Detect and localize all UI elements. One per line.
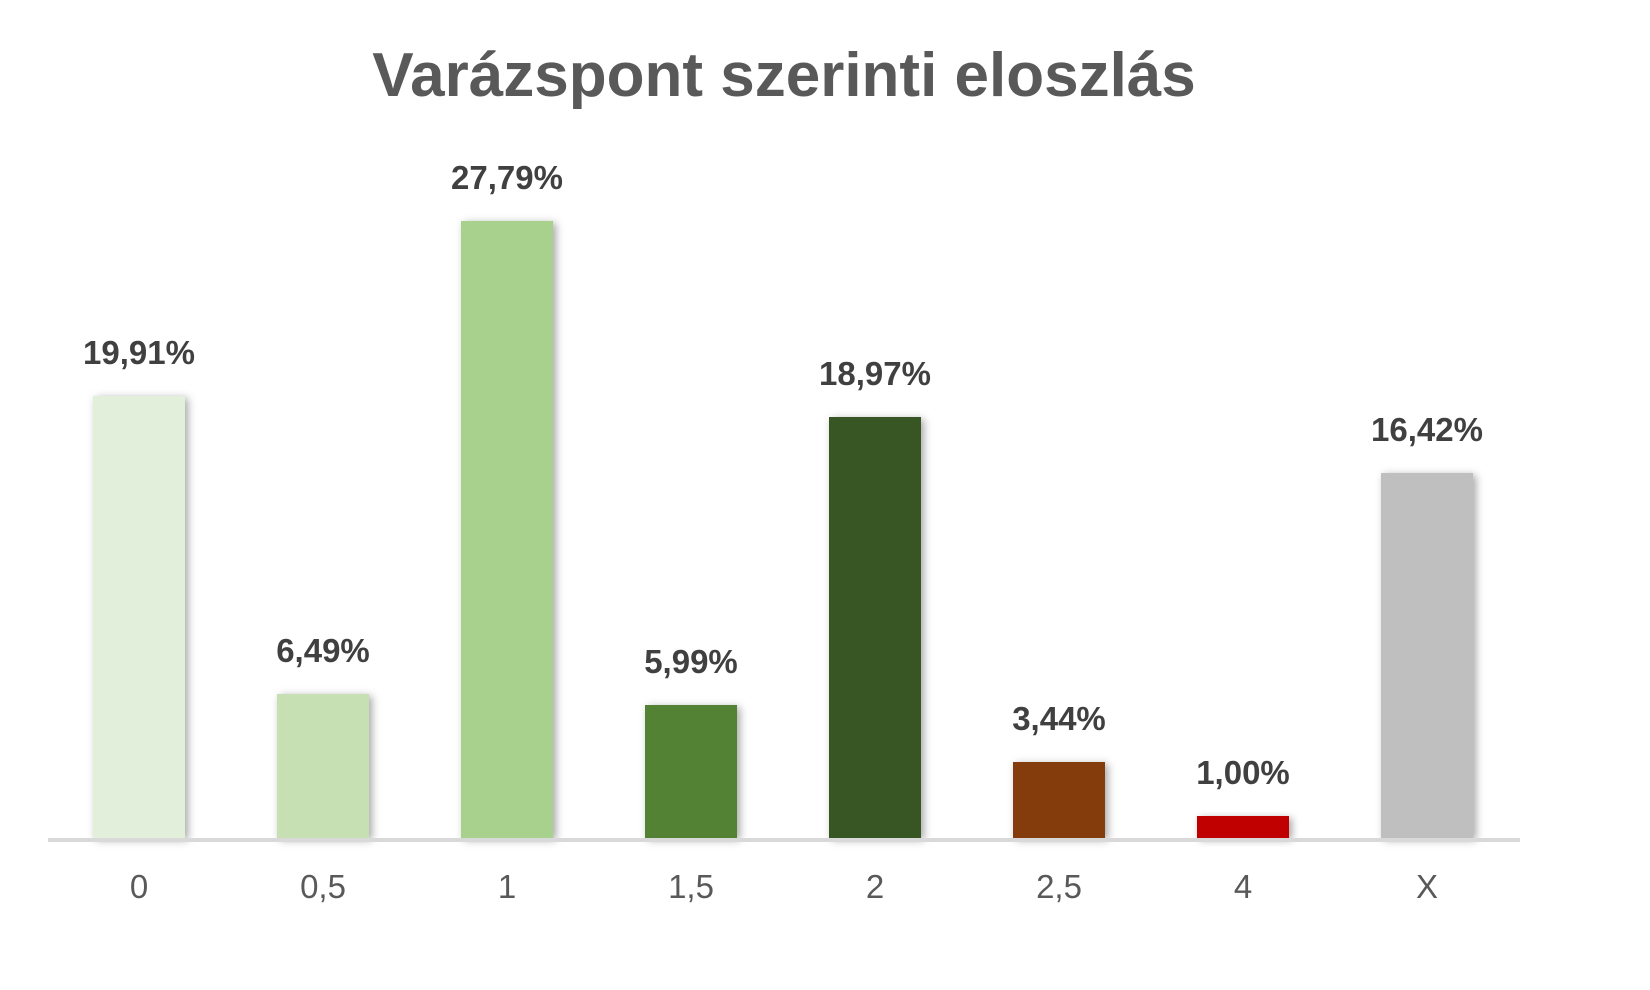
x-tick-label: 2 (865, 868, 885, 905)
bar-5 (1013, 761, 1105, 838)
data-label: 18,97% (819, 354, 931, 392)
bar-7 (1381, 473, 1473, 838)
data-label: 3,44% (1012, 699, 1106, 737)
data-label: 6,49% (276, 631, 370, 669)
x-tick-label: 4 (1233, 868, 1253, 905)
x-tick-label: 2,5 (1036, 868, 1082, 905)
bar-3 (645, 705, 737, 838)
x-tick-label: 1 (497, 868, 517, 905)
x-tick-label: 1,5 (668, 868, 714, 905)
bar-1 (277, 693, 369, 838)
bar-6 (1197, 815, 1289, 838)
bar-4 (829, 416, 921, 838)
x-tick-label: 0 (129, 868, 149, 905)
x-tick-label: 0,5 (300, 868, 346, 905)
bar-2 (461, 221, 553, 838)
data-label: 5,99% (644, 643, 738, 681)
x-axis-line (48, 838, 1520, 842)
bar-0 (93, 395, 185, 838)
data-label: 16,42% (1371, 411, 1483, 449)
x-tick-label: X (1415, 868, 1438, 905)
data-label: 19,91% (83, 333, 195, 371)
data-label: 27,79% (451, 159, 563, 197)
data-label: 1,00% (1196, 753, 1290, 791)
chart-title: Varázspont szerinti eloszlás (372, 41, 1196, 110)
